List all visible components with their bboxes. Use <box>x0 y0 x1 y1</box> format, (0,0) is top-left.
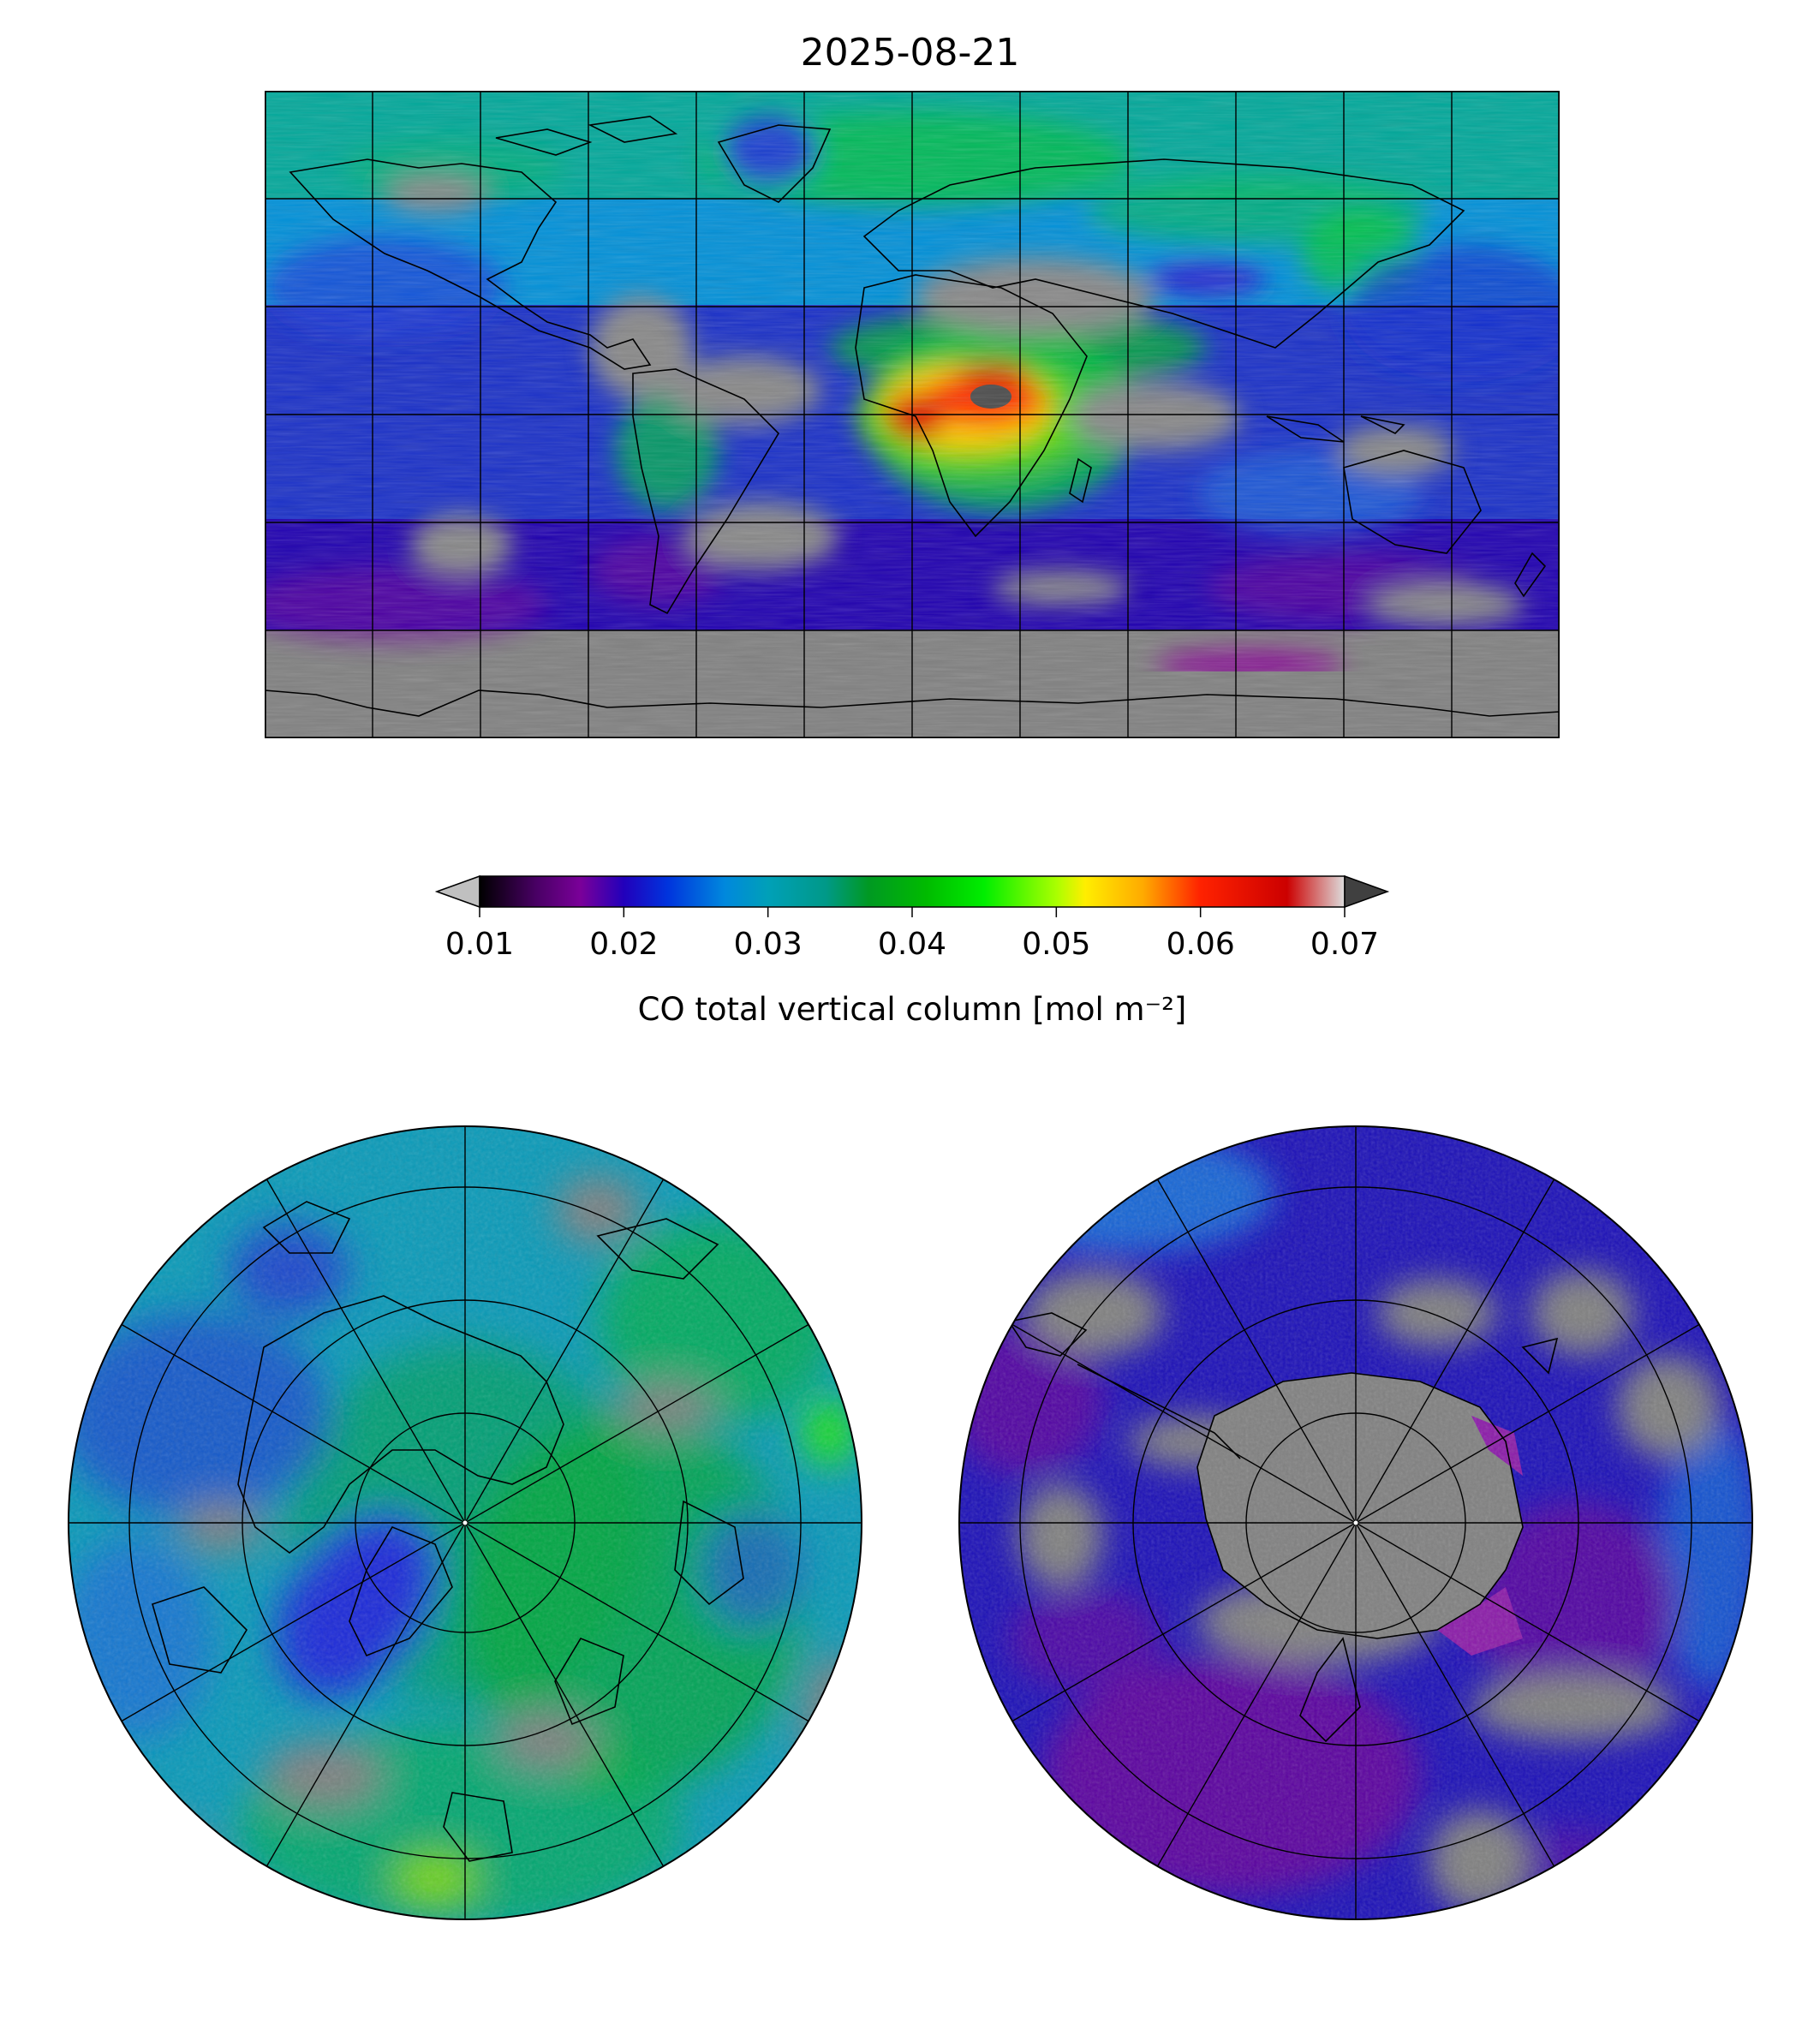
graticule <box>265 91 1560 738</box>
colorbar-tick-label: 0.07 <box>1310 927 1379 962</box>
meridian <box>263 1173 466 1524</box>
colorbar-tick-label: 0.01 <box>445 927 514 962</box>
pole-marker <box>1353 1520 1358 1525</box>
colorbar-tick-label: 0.04 <box>878 927 946 962</box>
meridian <box>1355 1522 1705 1725</box>
map-frame <box>68 1125 862 1920</box>
map-frame <box>265 91 1560 738</box>
meridian <box>464 1173 667 1524</box>
coastlines <box>152 1201 744 1862</box>
colorbar-ramp <box>479 875 1346 908</box>
colorbar-extend-under <box>434 874 480 909</box>
colorbar-ticks: 0.01 0.02 0.03 0.04 0.05 0.06 0.07 <box>445 907 1379 962</box>
meridian <box>116 1321 466 1524</box>
colorbar-label: CO total vertical column [mol m⁻²] <box>638 991 1187 1026</box>
graticule <box>69 1126 862 1919</box>
meridian <box>464 1522 815 1725</box>
meridian <box>464 1321 815 1524</box>
meridian <box>1355 1522 1558 1872</box>
colorbar: 0.01 0.02 0.03 0.04 0.05 0.06 0.07 CO total ve… <box>434 874 1390 1026</box>
colorbar-extend-over <box>1344 874 1390 909</box>
colorbar-tick-label: 0.03 <box>734 927 803 962</box>
south-polar-map <box>958 1125 1753 1920</box>
meridian <box>1006 1522 1357 1725</box>
figure-title: 2025-08-21 <box>800 31 1020 75</box>
colorbar-tick-label: 0.05 <box>1022 927 1090 962</box>
meridian <box>1154 1173 1357 1524</box>
colorbar-tick-label: 0.02 <box>589 927 658 962</box>
graticule <box>959 1126 1752 1919</box>
meridian <box>1355 1173 1558 1524</box>
meridian <box>464 1522 667 1872</box>
north-polar-map <box>68 1125 862 1920</box>
meridian <box>116 1522 466 1725</box>
global-map <box>265 91 1560 738</box>
coastlines <box>1007 1312 1559 1743</box>
meridian <box>1154 1522 1357 1872</box>
colorbar-tick-label: 0.06 <box>1167 927 1235 962</box>
pole-marker <box>462 1520 468 1525</box>
meridian <box>263 1522 466 1872</box>
coastlines <box>265 116 1560 717</box>
meridian <box>1355 1321 1705 1524</box>
map-frame <box>958 1125 1753 1920</box>
meridian <box>1006 1321 1357 1524</box>
